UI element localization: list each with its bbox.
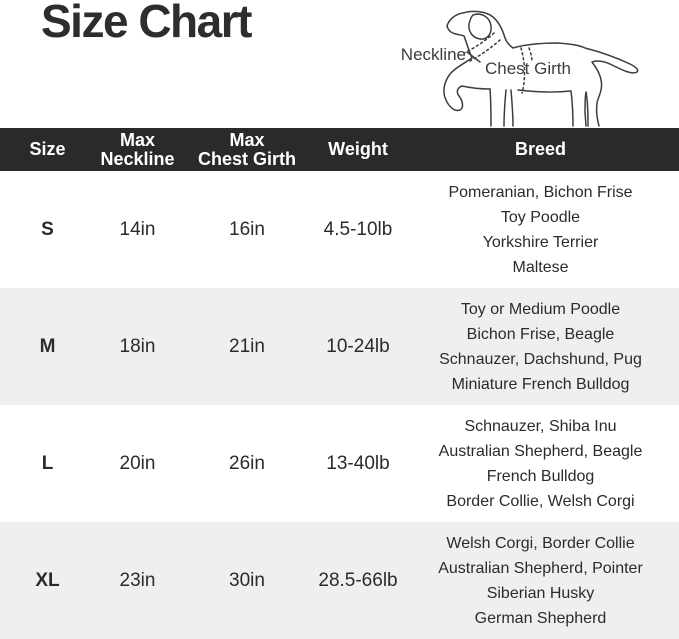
breed-line: Miniature French Bulldog [451,375,630,393]
max-neckline-value: 20in [119,452,156,474]
breed-list: Toy or Medium Poodle Bichon Frise, Beagl… [402,288,679,405]
header-max-chest-girth-line2: Chest Girth [197,148,296,169]
breed-line: Maltese [512,258,569,276]
breed-line: Siberian Husky [486,584,595,602]
breed-line: Bichon Frise, Beagle [466,325,615,343]
weight-value: 13-40lb [326,452,390,474]
header-max-neckline-line2: Neckline [100,148,175,169]
header-max-neckline-line1: Max [119,129,155,150]
size-chart-table: Size Max Neckline Max Chest Girth Weight… [0,128,679,639]
size-value: S [41,218,54,240]
header-breed-label: Breed [514,139,567,159]
size-value: M [39,335,56,357]
header-max-chest-girth-line1: Max [229,129,265,150]
max-neckline-value: 18in [119,335,156,357]
breed-line: Schnauzer, Shiba Inu [464,417,617,435]
breed-list: Schnauzer, Shiba Inu Australian Shepherd… [402,405,679,522]
weight-value: 4.5-10lb [323,218,393,240]
breed-line: German Shepherd [474,609,607,627]
breed-list: Welsh Corgi, Border Collie Australian Sh… [402,522,679,639]
header-weight: Weight [314,128,402,171]
breed-line: Border Collie, Welsh Corgi [446,492,635,510]
size-value: XL [35,569,60,591]
breed-line: Schnauzer, Dachshund, Pug [439,350,642,368]
table-row-l: L 20in 26in 13-40lb Schnauzer, Shiba Inu… [0,405,679,522]
breed-line: Australian Shepherd, Beagle [438,442,643,460]
top-section: Size Chart [0,0,679,128]
breed-line: Australian Shepherd, Pointer [438,559,643,577]
header-max-chest-girth: Max Chest Girth [180,128,314,171]
header-weight-label: Weight [328,139,388,159]
breed-line: French Bulldog [486,467,595,485]
weight-value: 28.5-66lb [318,569,398,591]
max-chest-girth-value: 30in [229,569,265,591]
neckline-label: Neckline [400,45,466,64]
size-value: L [41,452,54,474]
max-neckline-value: 14in [119,218,156,240]
header-max-neckline: Max Neckline [95,128,180,171]
table-row-xl: XL 23in 30in 28.5-66lb Welsh Corgi, Bord… [0,522,679,639]
header-breed: Breed [402,128,679,171]
dog-outline-icon [443,10,639,127]
breed-line: Pomeranian, Bichon Frise [448,183,633,201]
chest-girth-label: Chest Girth [485,59,571,78]
measurement-diagram: Neckline Chest Girth [390,0,679,128]
weight-value: 10-24lb [326,335,390,357]
max-neckline-value: 23in [119,569,156,591]
max-chest-girth-value: 26in [229,452,265,474]
breed-line: Yorkshire Terrier [482,233,599,251]
table-row-m: M 18in 21in 10-24lb Toy or Medium Poodle… [0,288,679,405]
breed-line: Welsh Corgi, Border Collie [446,534,635,552]
page-title: Size Chart [41,0,252,47]
max-chest-girth-value: 16in [229,218,265,240]
header-size: Size [0,128,95,171]
breed-list: Pomeranian, Bichon Frise Toy Poodle York… [402,171,679,288]
breed-line: Toy Poodle [500,208,581,226]
breed-line: Toy or Medium Poodle [460,300,621,318]
table-header-row: Size Max Neckline Max Chest Girth Weight… [0,128,679,171]
header-size-label: Size [29,139,66,159]
table-row-s: S 14in 16in 4.5-10lb Pomeranian, Bichon … [0,171,679,288]
max-chest-girth-value: 21in [229,335,265,357]
